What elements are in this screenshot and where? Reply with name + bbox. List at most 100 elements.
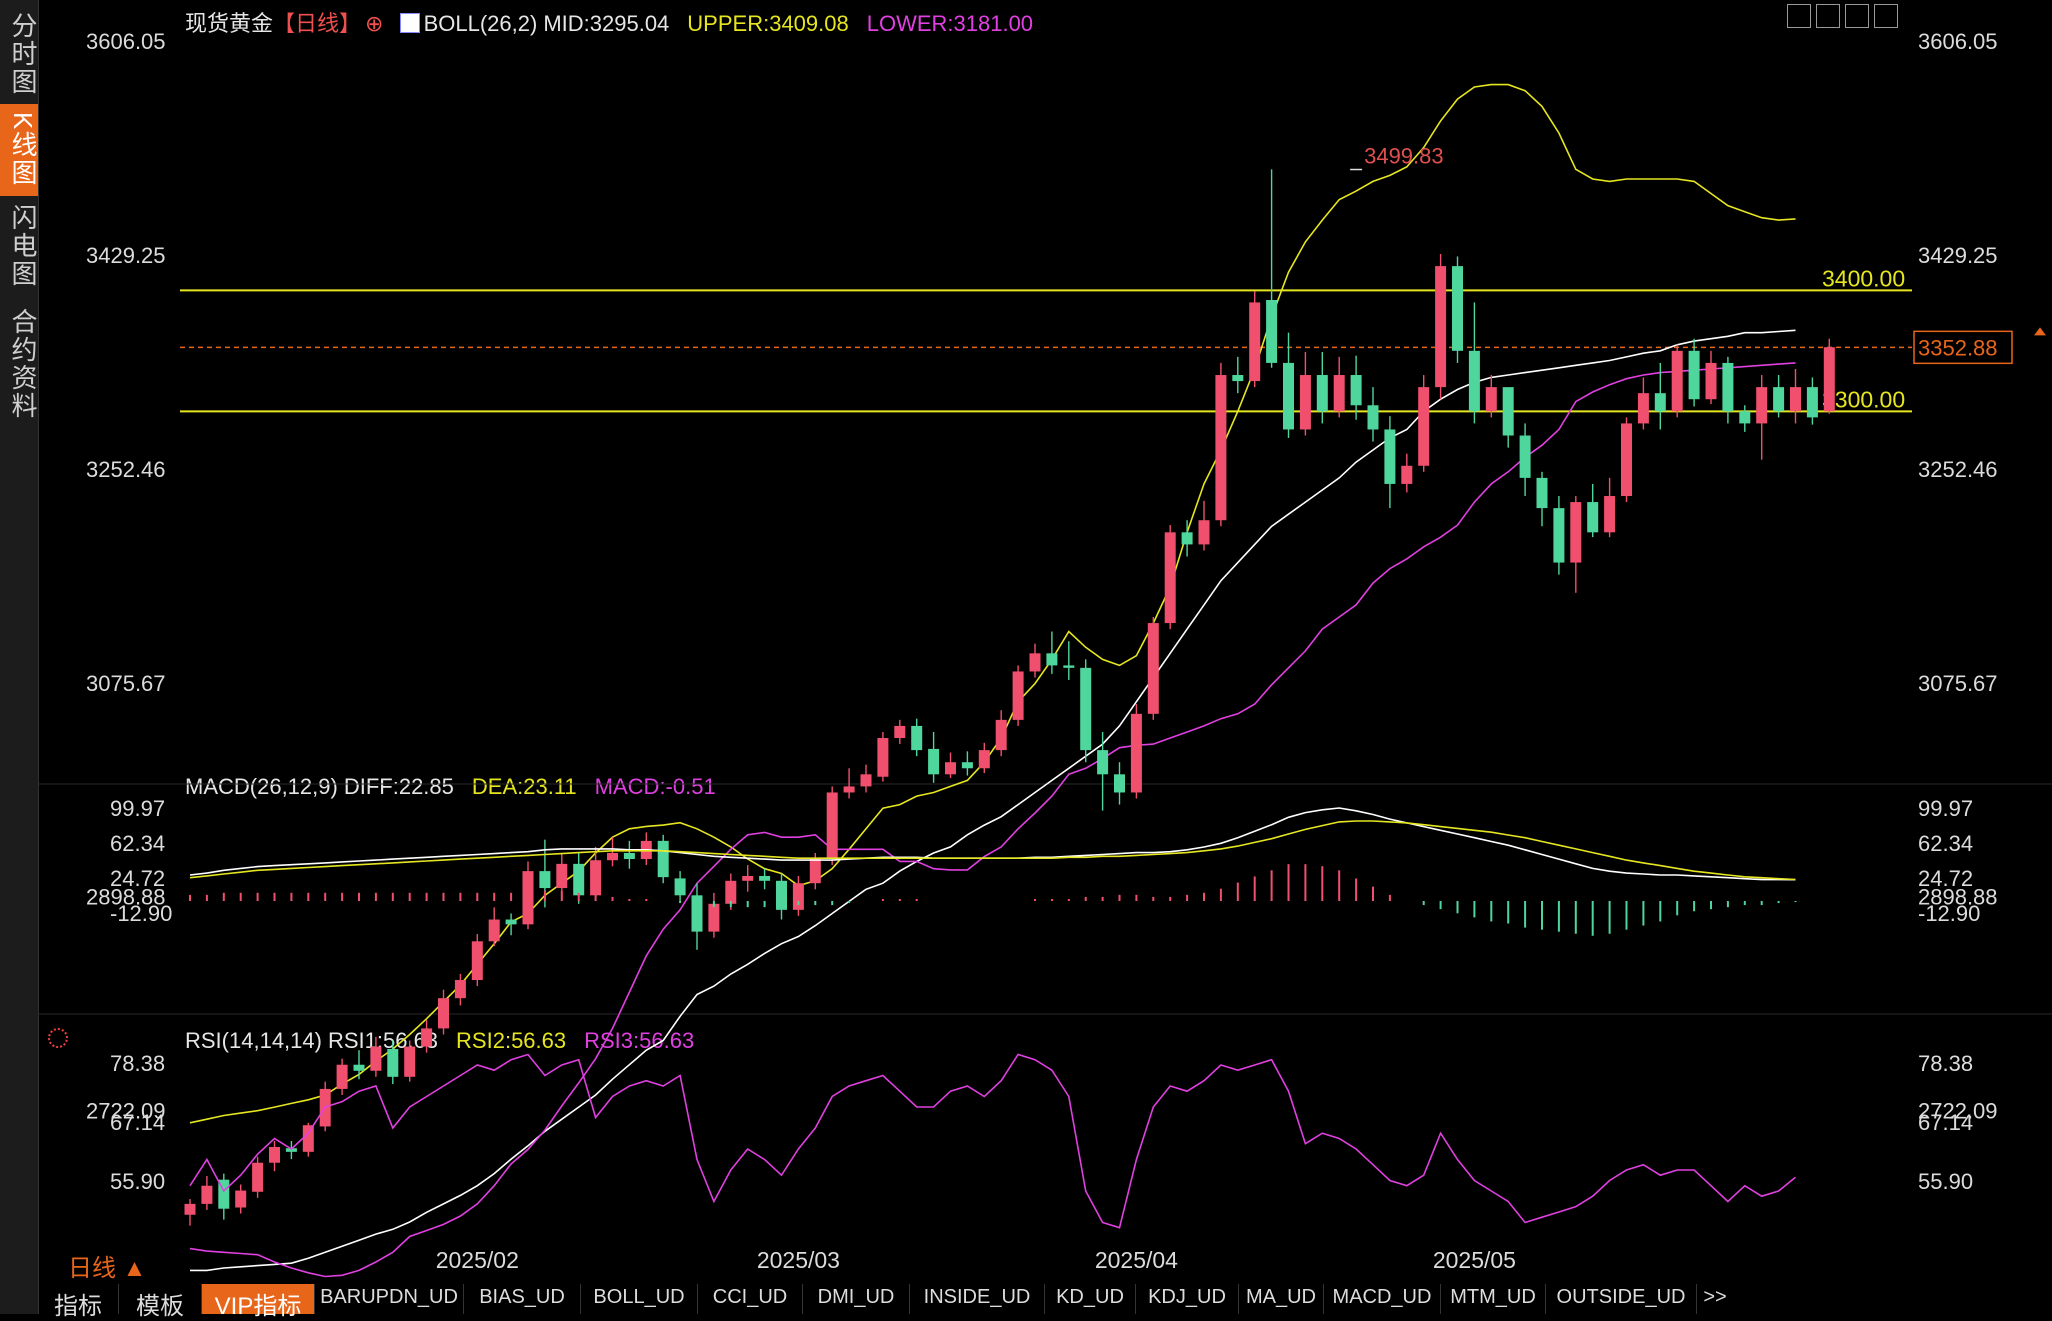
candle-body xyxy=(1164,532,1176,624)
candle-body xyxy=(674,878,686,896)
rsi-tick-label-left: 55.90 xyxy=(110,1169,165,1194)
zoom-icon[interactable] xyxy=(1845,4,1869,28)
rsi-tick-label-right: 55.90 xyxy=(1918,1169,1973,1194)
indicator-icon[interactable] xyxy=(399,13,420,33)
settings-icon[interactable] xyxy=(48,1028,68,1048)
tab-ma[interactable]: MA_UD xyxy=(1239,1284,1324,1314)
candle-body xyxy=(1654,393,1666,412)
boll-upper-line xyxy=(189,83,1796,1124)
sidebar-item-contract-info[interactable]: 合约资料 xyxy=(8,308,38,420)
tab-inside[interactable]: INSIDE_UD xyxy=(910,1284,1045,1314)
candle-body xyxy=(1080,667,1092,751)
candle-body xyxy=(995,719,1007,751)
macd-tick-label-right: 62.34 xyxy=(1918,831,1973,856)
candle-body xyxy=(1553,508,1565,563)
add-icon[interactable]: ⊕ xyxy=(365,11,384,36)
tab-bias[interactable]: BIAS_UD xyxy=(464,1284,581,1314)
candle-body xyxy=(370,1046,382,1071)
candle-body xyxy=(1485,387,1497,412)
current-price-label: 3352.88 xyxy=(1918,335,1998,360)
macd-dea: DEA:23.11 xyxy=(471,774,577,799)
candle-body xyxy=(1604,496,1616,533)
sidebar-item-timeshare[interactable]: 分时图 xyxy=(8,12,38,96)
candle-body xyxy=(1401,465,1413,484)
candle-body xyxy=(438,998,449,1029)
period-selector[interactable]: 日线 ▲ xyxy=(68,1255,147,1282)
tab-vip-indicator[interactable]: VIP指标 xyxy=(202,1284,315,1320)
candle-body xyxy=(826,792,838,860)
candle-body xyxy=(792,883,804,910)
candle-body xyxy=(1333,375,1345,412)
candle-body xyxy=(1587,502,1599,533)
y-tick-label-right: 2898.88 xyxy=(1918,885,1998,910)
boll-mid-line xyxy=(190,329,1796,1272)
macd-tick-label-left: 24.72 xyxy=(110,866,165,891)
candle-body xyxy=(657,840,669,878)
y-tick-label-left: 3429.25 xyxy=(86,243,166,268)
candle-body xyxy=(776,880,787,910)
candle-body xyxy=(454,980,466,999)
hline-label: 3400.00 xyxy=(1822,265,1905,291)
candle-body xyxy=(1181,532,1193,545)
tab-template[interactable]: 模板 xyxy=(119,1284,202,1320)
symbol-title: 现货黄金 xyxy=(185,11,274,36)
y-tick-label-right: 3429.25 xyxy=(1918,243,1998,268)
tab-more[interactable]: >> xyxy=(1703,1286,1727,1308)
candle-body xyxy=(1299,375,1311,430)
y-tick-label-left: 3075.67 xyxy=(86,671,166,696)
tab-indicator[interactable]: 指标 xyxy=(38,1284,119,1320)
expand-icon[interactable] xyxy=(1874,4,1898,28)
candle-body xyxy=(894,725,906,739)
boll-lower-line xyxy=(189,362,1796,1278)
tab-cci[interactable]: CCI_UD xyxy=(698,1284,803,1314)
rsi-line xyxy=(189,1053,1797,1229)
chart-canvas[interactable]: 3606.05 3606.05 3429.25 3429.25 3252.46 3252.… xyxy=(0,0,2052,1284)
macd-legend: MACD(26,12,9) DIFF:22.85 DEA:23.11 MACD:-0.… xyxy=(185,774,726,800)
candle-body xyxy=(708,903,720,932)
candle-body xyxy=(1806,387,1818,418)
sidebar-item-flash[interactable]: 闪电图 xyxy=(8,204,38,288)
tab-boll[interactable]: BOLL_UD xyxy=(581,1284,698,1314)
x-tick-label: 2025/02 xyxy=(436,1247,519,1273)
price-arrow-icon xyxy=(2034,327,2046,336)
candle-body xyxy=(235,1190,247,1208)
period-label[interactable]: 【日线】 xyxy=(273,11,362,36)
tab-mtm[interactable]: MTM_UD xyxy=(1441,1284,1546,1314)
candle-body xyxy=(488,919,500,942)
x-tick-label: 2025/03 xyxy=(757,1247,840,1273)
layout-icon[interactable] xyxy=(1816,4,1840,28)
crosshair-icon[interactable] xyxy=(1787,4,1811,28)
tab-kd[interactable]: KD_UD xyxy=(1045,1284,1136,1314)
candle-body xyxy=(1519,435,1531,478)
tab-dmi[interactable]: DMI_UD xyxy=(803,1284,910,1314)
y-tick-label-right: 3075.67 xyxy=(1918,671,1998,696)
x-tick-label: 2025/04 xyxy=(1095,1247,1178,1273)
tab-barupdn[interactable]: BARUPDN_UD xyxy=(315,1284,464,1314)
tab-macd[interactable]: MACD_UD xyxy=(1324,1284,1441,1314)
sidebar-item-kline[interactable]: K线图 xyxy=(0,104,38,196)
candle-body xyxy=(336,1064,348,1089)
candle-body xyxy=(1097,750,1109,775)
candle-body xyxy=(978,750,990,769)
candle-body xyxy=(184,1203,196,1215)
candle-body xyxy=(1114,774,1125,793)
y-tick-label-left: 3252.46 xyxy=(86,457,166,482)
candle-body xyxy=(1739,411,1751,424)
rsi-name: RSI(14,14,14) xyxy=(185,1028,322,1053)
candle-body xyxy=(573,863,585,896)
tab-outside[interactable]: OUTSIDE_UD xyxy=(1546,1284,1697,1314)
candle-body xyxy=(725,880,737,904)
candle-body xyxy=(285,1148,297,1152)
current-price-box xyxy=(1913,330,2013,365)
x-tick-label: 2025/05 xyxy=(1433,1247,1516,1273)
candle-body xyxy=(556,863,568,889)
tab-kdj[interactable]: KDJ_UD xyxy=(1136,1284,1239,1314)
candle-body xyxy=(1249,302,1261,382)
candle-body xyxy=(928,748,940,775)
boll-upper: UPPER:3409.08 xyxy=(687,11,849,36)
y-tick-label-right: 3252.46 xyxy=(1918,457,1998,482)
candle-body xyxy=(1773,387,1785,412)
macd-tick-label-right: -12.90 xyxy=(1918,901,1980,926)
candle-body xyxy=(1502,387,1514,436)
candle-body xyxy=(877,738,889,777)
